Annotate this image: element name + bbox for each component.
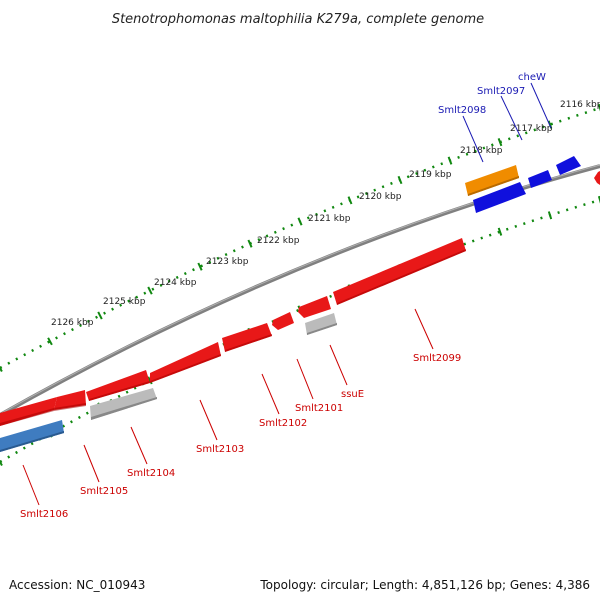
gene-chew[interactable] [556, 156, 581, 175]
map-title: Stenotrophomonas maltophilia K279a, comp… [112, 12, 484, 27]
scale-tick-mark [347, 196, 353, 205]
gene-smlt2097[interactable] [528, 170, 552, 188]
gene-far-right-red[interactable] [594, 171, 600, 185]
tick-label-2123: 2123 kbp [206, 257, 249, 267]
scale-tick-mark [297, 217, 303, 226]
accession-text: Accession: NC_010943 [9, 578, 146, 592]
tick-label-2116: 2116 kbp [560, 100, 600, 110]
inner-scale-dots [0, 198, 600, 464]
gene-smlt2105[interactable] [0, 390, 86, 426]
genome-backbone [0, 164, 600, 417]
gene-smlt2099[interactable] [333, 238, 466, 305]
gene-label-smlt2104: Smlt2104 [127, 468, 175, 479]
scale-tick-mark [397, 175, 403, 185]
scale-tick-mark [0, 459, 3, 466]
gene-label-smlt2098: Smlt2098 [438, 105, 486, 116]
scale-tick-mark [597, 195, 600, 204]
gene-label-smlt2097: Smlt2097 [477, 86, 525, 97]
gene-label-smlt2105: Smlt2105 [80, 486, 128, 497]
scale-tick-mark [497, 227, 503, 236]
topology-text: Topology: circular; Length: 4,851,126 bp… [260, 578, 590, 592]
scale-tick-mark [197, 262, 203, 271]
label-connectors-red [22, 308, 434, 506]
tick-label-2120: 2120 kbp [359, 192, 402, 202]
tick-label-2124: 2124 kbp [154, 278, 197, 288]
tick-label-2125: 2125 kbp [103, 297, 146, 307]
gene-label-smlt2099: Smlt2099 [413, 353, 461, 364]
gene-label-ssue: ssuE [341, 389, 364, 400]
gene-smlt2102[interactable] [222, 323, 272, 352]
scale-tick-mark [597, 103, 600, 112]
gene-smlt2098-orange[interactable] [465, 165, 519, 196]
scale-tick-mark [247, 239, 253, 248]
scale-tick-mark [0, 365, 3, 372]
scale-tick-mark [47, 337, 53, 346]
tick-label-2122: 2122 kbp [257, 236, 300, 246]
gene-smlt2098[interactable] [473, 182, 526, 213]
tick-label-2119: 2119 kbp [409, 170, 452, 180]
tick-label-2118: 2118 kbp [460, 146, 503, 156]
scale-tick-labels: 2116 kbp 2117 kbp 2118 kbp 2119 kbp 2120… [51, 100, 600, 328]
gene-smlt2106[interactable] [0, 420, 64, 452]
genome-backbone-highlight [0, 164, 600, 415]
gene-smlt2099-start[interactable] [298, 296, 331, 318]
tick-label-2117: 2117 kbp [510, 124, 553, 134]
gene-ssue[interactable] [305, 313, 337, 335]
tick-label-2126: 2126 kbp [51, 318, 94, 328]
gene-label-smlt2101: Smlt2101 [295, 403, 343, 414]
scale-tick-mark [147, 286, 153, 295]
gene-label-smlt2103: Smlt2103 [196, 444, 244, 455]
gene-smlt2104[interactable] [90, 388, 157, 420]
gene-label-chew: cheW [518, 72, 546, 83]
gene-smlt2103[interactable] [86, 342, 221, 401]
scale-tick-mark [497, 138, 503, 147]
label-connectors-blue [462, 82, 552, 163]
outer-scale-dots [0, 106, 600, 370]
gene-smlt2101[interactable] [272, 312, 294, 330]
gene-label-smlt2102: Smlt2102 [259, 418, 307, 429]
tick-label-2121: 2121 kbp [308, 214, 351, 224]
scale-tick-mark [547, 211, 553, 220]
gene-label-smlt2106: Smlt2106 [20, 509, 68, 520]
scale-tick-mark [97, 311, 103, 320]
scale-tick-mark [447, 156, 453, 165]
